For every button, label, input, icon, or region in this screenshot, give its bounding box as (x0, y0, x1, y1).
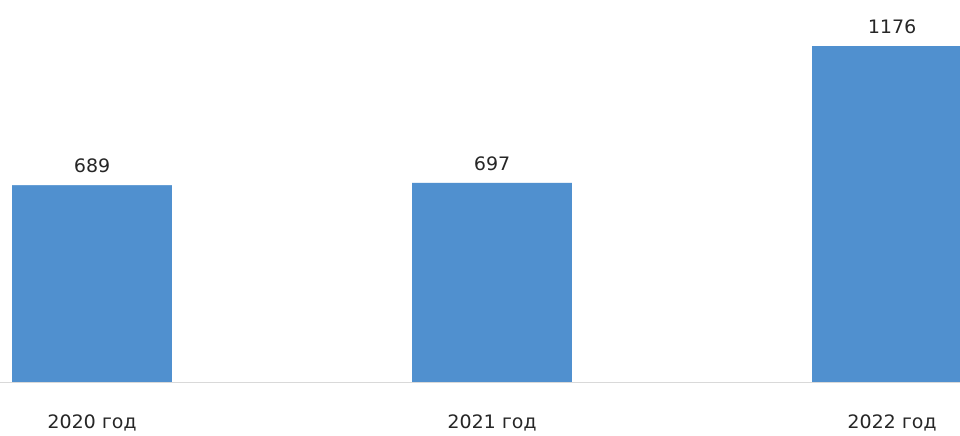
x-tick-labels-group: 2020 год 2021 год 2022 год (47, 411, 936, 433)
bar-1 (412, 182, 572, 382)
bar-2 (812, 46, 960, 382)
x-tick-label-1: 2021 год (447, 411, 536, 433)
data-label-1: 697 (474, 153, 510, 175)
data-label-2: 1176 (868, 16, 916, 38)
x-tick-label-2: 2022 год (847, 411, 936, 433)
bar-0 (12, 185, 172, 382)
data-label-0: 689 (74, 155, 110, 177)
x-tick-label-0: 2020 год (47, 411, 136, 433)
data-labels-group: 689 697 1176 (74, 16, 916, 177)
bars-group (12, 46, 960, 382)
